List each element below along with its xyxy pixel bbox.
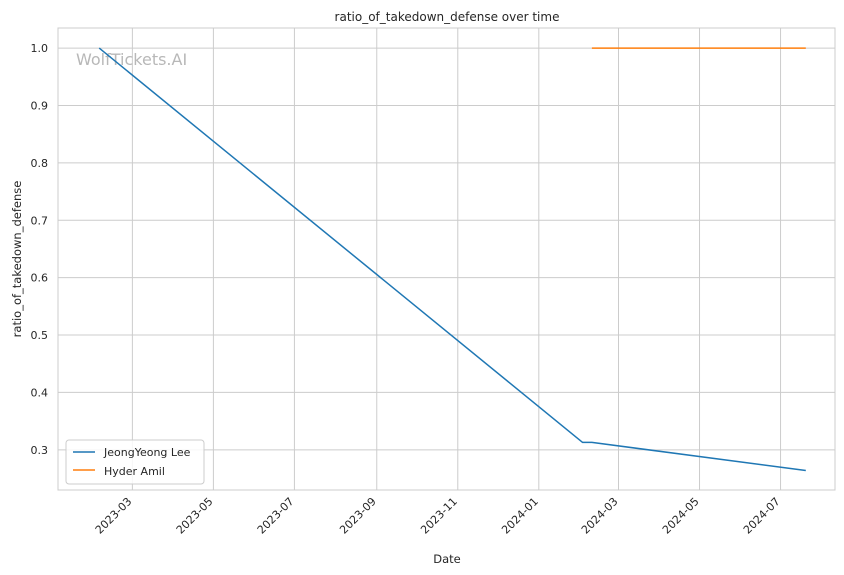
x-tick-label: 2023-03 <box>93 495 135 537</box>
y-tick-label: 0.5 <box>31 329 49 342</box>
x-tick-label: 2023-11 <box>418 495 460 537</box>
y-tick-label: 0.4 <box>31 386 49 399</box>
watermark: WolfTickets.AI <box>76 50 187 69</box>
x-tick-label: 2023-05 <box>174 495 216 537</box>
chart-title: ratio_of_takedown_defense over time <box>335 10 560 24</box>
y-tick-label: 0.9 <box>31 99 49 112</box>
y-axis: 0.3 0.4 0.5 0.6 0.7 0.8 0.9 1.0 <box>31 42 49 457</box>
x-tick-label: 2024-05 <box>660 495 702 537</box>
legend-frame <box>65 439 205 485</box>
series-lines <box>98 47 806 472</box>
y-tick-label: 1.0 <box>31 42 49 55</box>
y-tick-label: 0.3 <box>31 444 49 457</box>
x-tick-label: 2024-03 <box>579 495 621 537</box>
legend-label-jeongyeong-lee: JeongYeong Lee <box>103 446 191 459</box>
y-tick-label: 0.6 <box>31 272 49 285</box>
legend-label-hyder-amil: Hyder Amil <box>104 465 165 478</box>
plot-area-frame <box>57 27 836 491</box>
legend: JeongYeong Lee Hyder Amil <box>65 439 205 485</box>
grid <box>58 28 835 490</box>
x-axis: 2023-03 2023-05 2023-07 2023-09 2023-11 2024-… <box>93 495 783 537</box>
x-axis-label: Date <box>433 552 461 566</box>
y-tick-label: 0.7 <box>31 214 49 227</box>
x-tick-label: 2024-01 <box>499 495 541 537</box>
series-line-jeongyeong-lee <box>98 47 806 472</box>
x-tick-label: 2023-07 <box>255 495 297 537</box>
x-tick-label: 2024-07 <box>741 495 783 537</box>
y-tick-label: 0.8 <box>31 157 49 170</box>
y-axis-label: ratio_of_takedown_defense <box>10 181 24 338</box>
x-tick-label: 2023-09 <box>337 495 379 537</box>
